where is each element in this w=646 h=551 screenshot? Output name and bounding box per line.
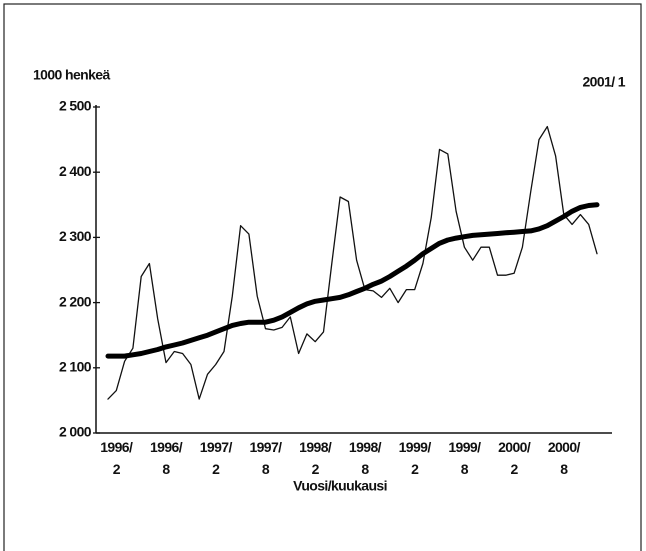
x-tick-label: 1999/ 8	[448, 439, 481, 477]
x-tick-label: 1998/ 8	[348, 439, 382, 477]
y-tick-label: 2 100	[59, 359, 92, 375]
y-tick-label: 2 400	[59, 163, 92, 179]
y-tick-label: 2 300	[59, 228, 92, 244]
x-tick-label: 1996/ 2	[100, 439, 133, 477]
x-tick-label: 1999/ 2	[398, 439, 432, 477]
y-tick-label: 2 000	[59, 424, 92, 440]
x-tick-label: 1997/ 2	[199, 439, 233, 477]
x-tick-label: 2000/ 8	[547, 439, 581, 477]
y-tick-label: 2 500	[59, 98, 92, 114]
x-axis-label: Vuosi/kuukausi	[293, 478, 387, 494]
period-label: 2001/ 1	[582, 74, 625, 90]
frame	[3, 3, 642, 551]
x-tick-label: 1998/ 2	[299, 439, 332, 477]
x-tick-label: 1996/ 8	[149, 439, 183, 477]
x-tick-label: 1997/ 8	[249, 439, 282, 477]
y-tick-label: 2 200	[59, 293, 92, 309]
line-series	[105, 202, 600, 359]
y-axis-label: 1000 henkeä	[33, 67, 110, 83]
x-tick-label: 2000/ 2	[498, 439, 531, 477]
line-series	[107, 125, 598, 400]
